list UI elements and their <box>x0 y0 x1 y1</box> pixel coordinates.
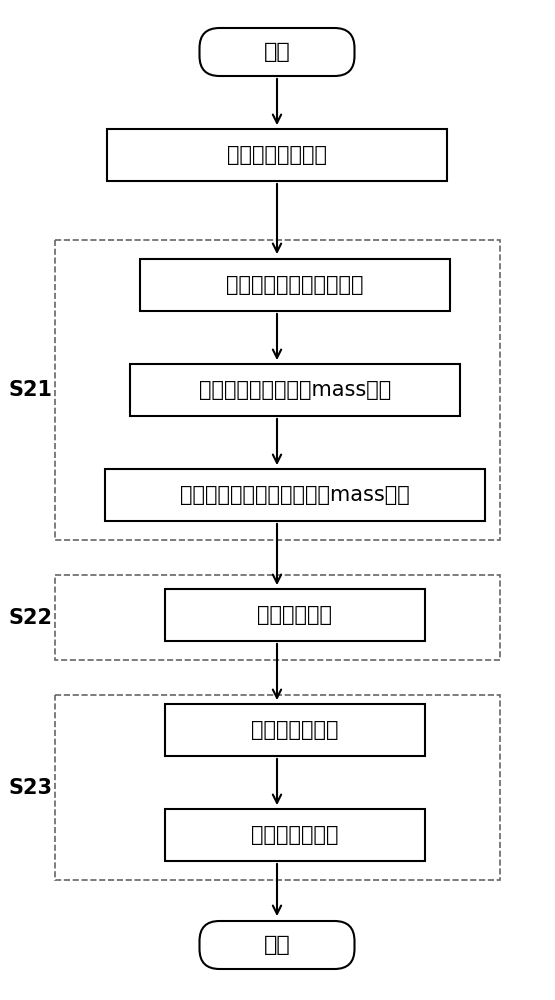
FancyBboxPatch shape <box>199 921 355 969</box>
Text: 航迹删除与确认: 航迹删除与确认 <box>251 825 339 845</box>
Text: S23: S23 <box>8 778 52 798</box>
Bar <box>165 589 425 641</box>
Text: 结束: 结束 <box>264 935 290 955</box>
Text: 序列概率比检验: 序列概率比检验 <box>251 720 339 740</box>
Text: 计算航迹得分: 计算航迹得分 <box>258 605 332 625</box>
Bar <box>105 469 485 521</box>
Text: S21: S21 <box>8 380 52 400</box>
Bar <box>107 129 447 181</box>
Bar <box>165 809 425 861</box>
Bar <box>55 240 500 540</box>
Bar <box>165 704 425 756</box>
Bar <box>55 695 500 880</box>
Text: 开始: 开始 <box>264 42 290 62</box>
Bar <box>55 575 500 660</box>
Text: S22: S22 <box>8 608 52 628</box>
FancyBboxPatch shape <box>199 28 355 76</box>
Text: 证据综合，计算量测的综合mass函数: 证据综合，计算量测的综合mass函数 <box>180 485 410 505</box>
Text: 确定参与关联的证据集合: 确定参与关联的证据集合 <box>226 275 364 295</box>
Text: 分别计算每个证据的mass函数: 分别计算每个证据的mass函数 <box>199 380 391 400</box>
Bar <box>130 364 460 416</box>
Text: 输入候选量测数据: 输入候选量测数据 <box>227 145 327 165</box>
Bar <box>140 259 450 311</box>
